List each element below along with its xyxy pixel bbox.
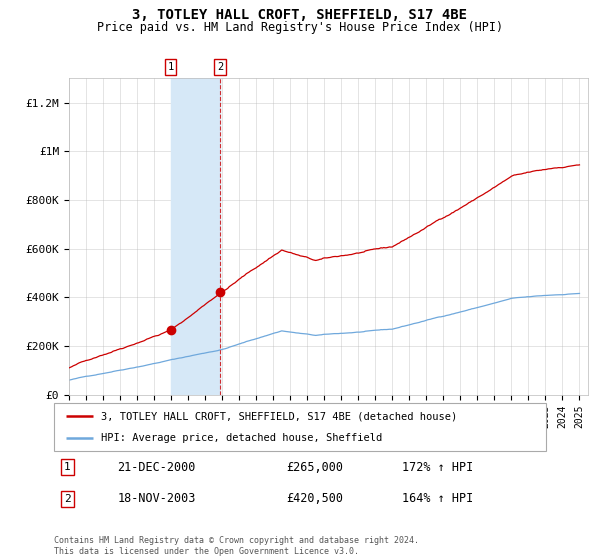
Text: 3, TOTLEY HALL CROFT, SHEFFIELD, S17 4BE: 3, TOTLEY HALL CROFT, SHEFFIELD, S17 4BE (133, 8, 467, 22)
Text: 1: 1 (167, 62, 174, 72)
Text: £420,500: £420,500 (286, 492, 343, 505)
Bar (170, 78, 220, 395)
Text: HPI: Average price, detached house, Sheffield: HPI: Average price, detached house, Shef… (101, 433, 382, 443)
Text: £265,000: £265,000 (286, 461, 343, 474)
Text: 164% ↑ HPI: 164% ↑ HPI (403, 492, 474, 505)
Text: Contains HM Land Registry data © Crown copyright and database right 2024.
This d: Contains HM Land Registry data © Crown c… (54, 536, 419, 556)
FancyBboxPatch shape (54, 403, 546, 451)
Text: 2: 2 (64, 494, 71, 504)
Text: 1: 1 (64, 462, 71, 472)
Text: 172% ↑ HPI: 172% ↑ HPI (403, 461, 474, 474)
Text: 18-NOV-2003: 18-NOV-2003 (118, 492, 196, 505)
Text: Price paid vs. HM Land Registry's House Price Index (HPI): Price paid vs. HM Land Registry's House … (97, 21, 503, 34)
Text: 3, TOTLEY HALL CROFT, SHEFFIELD, S17 4BE (detached house): 3, TOTLEY HALL CROFT, SHEFFIELD, S17 4BE… (101, 411, 457, 421)
Text: 2: 2 (217, 62, 223, 72)
Text: 21-DEC-2000: 21-DEC-2000 (118, 461, 196, 474)
